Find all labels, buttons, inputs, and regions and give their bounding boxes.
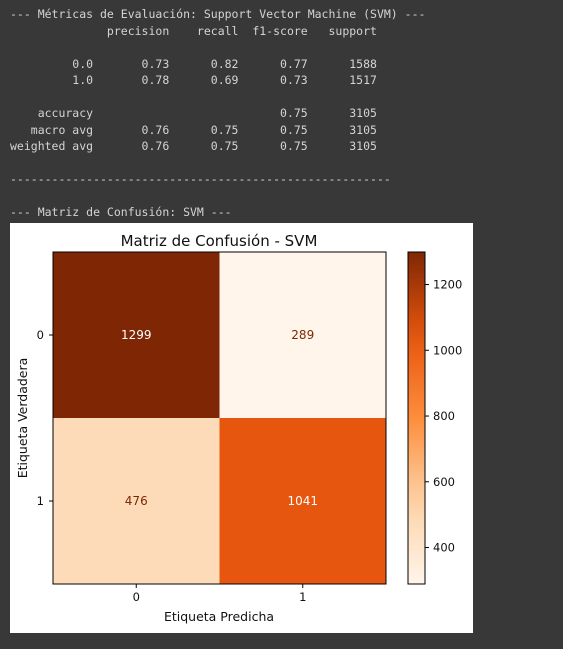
chart-title: Matriz de Confusión - SVM: [121, 232, 318, 250]
output-line: 1.0 0.78 0.69 0.73 1517: [10, 73, 377, 87]
heatmap-cell: [219, 418, 386, 584]
colorbar-tick-label: 1200: [433, 278, 462, 292]
colorbar-tick-label: 400: [433, 541, 455, 555]
heatmap-cells: 1299 289 476 1041: [53, 252, 386, 584]
cell-value-label: 1299: [121, 328, 152, 342]
colorbar: [407, 251, 426, 585]
y-axis-label: Etiqueta Verdadera: [15, 358, 30, 479]
heatmap-cell: [219, 252, 386, 418]
output-line: precision recall f1-score support: [10, 23, 377, 38]
colorbar-ticks: 400 600 800 1000 1200: [425, 278, 462, 555]
confusion-matrix-plot: Matriz de Confusión - SVM 1299 289 476 1041…: [15, 232, 462, 624]
notebook-output-text: --- Métricas de Evaluación: Support Vect…: [0, 0, 563, 222]
confusion-matrix-figure: Matriz de Confusión - SVM 1299 289 476 1041…: [10, 223, 473, 633]
y-axis: 01: [37, 328, 53, 508]
plot-frame: [52, 251, 387, 585]
output-line: weighted avg 0.76 0.75 0.75 3105: [10, 139, 377, 153]
cell-value-label: 1041: [287, 494, 318, 508]
colorbar-tick-label: 600: [433, 475, 455, 489]
y-tick-label: 1: [37, 494, 44, 508]
output-line: ----------------------------------------…: [10, 172, 391, 186]
x-tick-label: 1: [299, 590, 306, 604]
colorbar-tick-label: 800: [433, 409, 455, 423]
heatmap-cell: [53, 252, 220, 418]
output-line: 0.0 0.73 0.82 0.77 1588: [10, 56, 377, 71]
y-tick-label: 0: [37, 328, 44, 342]
x-tick-label: 0: [133, 590, 140, 604]
cell-value-label: 289: [291, 328, 314, 342]
heatmap-cell: [53, 418, 220, 584]
colorbar-tick-label: 1000: [433, 343, 462, 357]
x-axis-label: Etiqueta Predicha: [164, 609, 274, 624]
output-line: macro avg 0.76 0.75 0.75 3105: [10, 122, 377, 137]
cell-value-label: 476: [125, 494, 148, 508]
output-line: --- Matriz de Confusión: SVM ---: [10, 205, 232, 219]
output-line: --- Métricas de Evaluación: Support Vect…: [10, 7, 426, 21]
output-line: accuracy 0.75 3105: [10, 106, 377, 120]
